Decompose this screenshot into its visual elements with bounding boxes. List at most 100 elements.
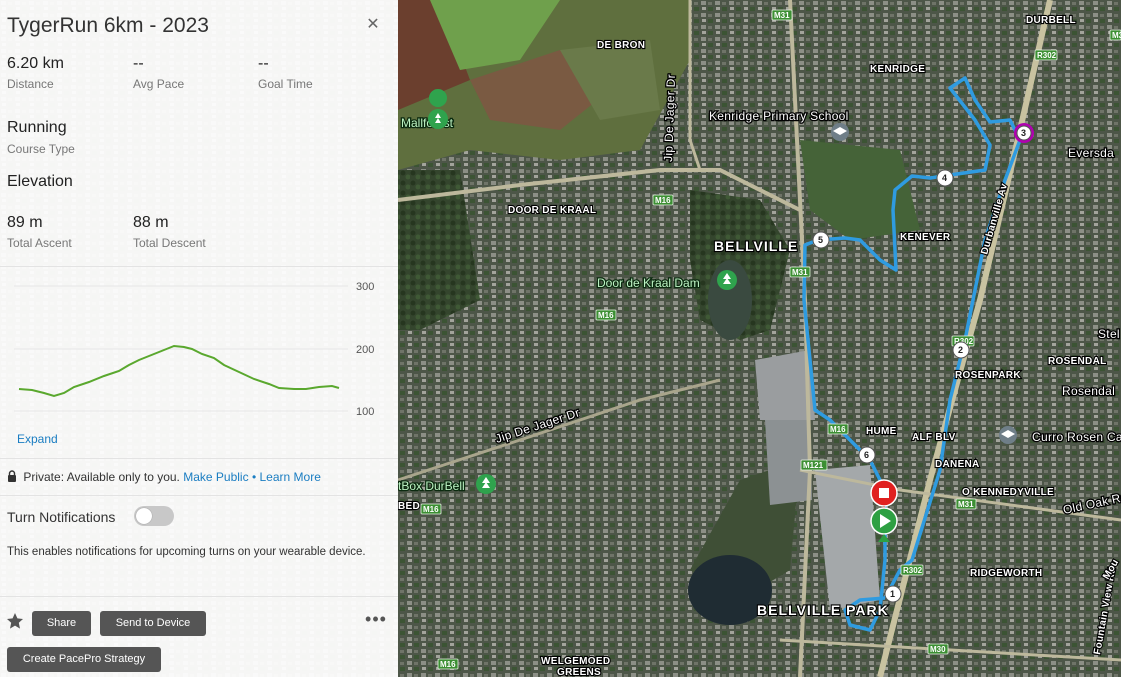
road-shield: M31 bbox=[789, 266, 811, 278]
notifications-toggle[interactable] bbox=[134, 506, 174, 526]
km-marker-4[interactable]: 4 bbox=[936, 169, 954, 187]
svg-text:4: 4 bbox=[942, 173, 947, 183]
map-label-durbell: DURBELL bbox=[1026, 15, 1076, 26]
svg-text:M31: M31 bbox=[958, 500, 974, 509]
map-label-curro: Curro Rosen Cas bbox=[1032, 430, 1121, 444]
svg-text:R302: R302 bbox=[903, 566, 923, 575]
svg-text:M16: M16 bbox=[440, 660, 456, 669]
map-label-dam: Door de Kraal Dam bbox=[597, 276, 700, 290]
road-shield: M16 bbox=[420, 503, 442, 515]
lock-icon bbox=[8, 470, 16, 482]
learn-more-link[interactable]: Learn More bbox=[259, 470, 321, 484]
km-marker-6[interactable]: 6 bbox=[858, 446, 876, 464]
road-shield: M16 bbox=[652, 194, 674, 206]
map-label-rosenpark: ROSENPARK bbox=[955, 370, 1021, 381]
elevation-line bbox=[18, 344, 340, 398]
map-label-debron: DE BRON bbox=[597, 40, 645, 51]
svg-text:M31: M31 bbox=[792, 268, 808, 277]
road-shield: M16 bbox=[437, 658, 459, 670]
share-button[interactable]: Share bbox=[32, 611, 91, 636]
dam-pin-icon[interactable] bbox=[717, 270, 737, 290]
stat-descent-value: 88 m bbox=[133, 214, 169, 231]
expand-link[interactable]: Expand bbox=[17, 432, 58, 446]
stat-goal-time: -- Goal Time bbox=[258, 55, 313, 91]
map-label-rosendal: ROSENDAL bbox=[1048, 356, 1107, 367]
make-public-link[interactable]: Make Public bbox=[183, 470, 249, 484]
divider bbox=[0, 495, 398, 496]
stat-ascent-label: Total Ascent bbox=[7, 236, 72, 250]
svg-text:R302: R302 bbox=[954, 337, 974, 346]
road-shield: M31 bbox=[771, 9, 793, 21]
stat-avg-pace: -- Avg Pace bbox=[133, 55, 184, 91]
close-icon[interactable]: ✕ bbox=[366, 16, 380, 33]
school-pin-icon[interactable] bbox=[831, 123, 849, 141]
create-pacepro-button[interactable]: Create PacePro Strategy bbox=[7, 647, 161, 672]
map-label-door-de-kraal: DOOR DE KRAAL bbox=[508, 205, 596, 216]
road-shield: M16 bbox=[827, 423, 849, 435]
stat-distance-label: Distance bbox=[7, 77, 54, 91]
notifications-description: This enables notifications for upcoming … bbox=[7, 546, 366, 558]
stat-avg-pace-label: Avg Pace bbox=[133, 77, 185, 91]
km-marker-5[interactable]: 5 bbox=[812, 231, 830, 249]
stat-ascent-value: 89 m bbox=[7, 214, 43, 231]
svg-text:M16: M16 bbox=[830, 425, 846, 434]
box-pin-icon[interactable] bbox=[476, 474, 496, 494]
course-type-value: Running bbox=[7, 119, 67, 136]
elevation-chart[interactable]: 300 200 100 bbox=[14, 276, 384, 416]
send-to-device-button[interactable]: Send to Device bbox=[100, 611, 206, 636]
road-shield: M16 bbox=[595, 309, 617, 321]
stat-distance-value: 6.20 km bbox=[7, 55, 64, 72]
km-marker-3[interactable]: 3 bbox=[1014, 123, 1034, 143]
svg-text:M121: M121 bbox=[803, 461, 824, 470]
map-label-hume: HUME bbox=[866, 426, 897, 437]
star-icon[interactable] bbox=[5, 611, 25, 631]
svg-text:3: 3 bbox=[1021, 128, 1026, 138]
divider bbox=[0, 596, 398, 597]
svg-text:M30: M30 bbox=[930, 645, 946, 654]
map-label-greens: GREENS bbox=[557, 667, 601, 677]
road-shield: M121 bbox=[800, 459, 828, 471]
elevation-tick-100: 100 bbox=[356, 406, 374, 416]
km-marker-2[interactable]: 2 bbox=[952, 341, 970, 359]
stat-distance: 6.20 km Distance bbox=[7, 55, 64, 91]
map-label-okennedyville: O KENNEDYVILLE bbox=[962, 487, 1054, 498]
map-label-jip-1: Jip De Jager Dr bbox=[661, 74, 678, 162]
svg-text:M31: M31 bbox=[1112, 31, 1121, 40]
course-type-label: Course Type bbox=[7, 142, 75, 156]
map-label-danena: DANENA bbox=[935, 459, 980, 470]
km-marker-1[interactable]: 1 bbox=[884, 585, 902, 603]
separator-dot: • bbox=[251, 470, 257, 484]
map-label-kenever: KENEVER bbox=[900, 232, 951, 243]
stat-goal-time-label: Goal Time bbox=[258, 77, 313, 91]
map-label-stel: Stel bbox=[1098, 327, 1120, 341]
svg-text:6: 6 bbox=[864, 450, 869, 460]
park-pin-icon[interactable] bbox=[428, 89, 448, 129]
stat-descent-label: Total Descent bbox=[133, 236, 206, 250]
map-label-alf-blv: ALF BLV bbox=[912, 432, 956, 443]
stat-total-ascent: 89 m Total Ascent bbox=[7, 214, 72, 250]
notifications-label: Turn Notifications bbox=[7, 509, 116, 525]
course-title: TygerRun 6km - 2023 bbox=[7, 14, 209, 37]
map-label-welgemoed: WELGEMOED bbox=[541, 656, 610, 667]
map-label-bellville: BELLVILLE bbox=[714, 238, 798, 254]
map-label-ridgeworth: RIDGEWORTH bbox=[970, 568, 1042, 579]
svg-text:M16: M16 bbox=[598, 311, 614, 320]
course-details-panel: TygerRun 6km - 2023 ✕ 6.20 km Distance -… bbox=[0, 0, 398, 677]
svg-text:R302: R302 bbox=[1037, 51, 1057, 60]
toggle-knob bbox=[136, 508, 152, 524]
svg-text:5: 5 bbox=[818, 235, 823, 245]
elevation-heading: Elevation bbox=[7, 173, 73, 190]
svg-text:1: 1 bbox=[890, 589, 895, 599]
svg-text:M16: M16 bbox=[655, 196, 671, 205]
school-pin-icon[interactable] bbox=[999, 426, 1017, 444]
map-label-bed: BED bbox=[398, 501, 420, 512]
road-shield: M31 bbox=[955, 498, 977, 510]
privacy-row: Private: Available only to you. Make Pub… bbox=[7, 470, 321, 484]
map-label-kenridge-school: Kenridge Primary School bbox=[709, 109, 849, 123]
start-marker-icon[interactable] bbox=[870, 507, 898, 542]
more-options-icon[interactable]: ••• bbox=[365, 609, 387, 629]
map-label-rosendal-2: Rosendal bbox=[1062, 384, 1115, 398]
svg-text:2: 2 bbox=[958, 345, 963, 355]
elevation-tick-200: 200 bbox=[356, 344, 374, 356]
elevation-tick-300: 300 bbox=[356, 281, 374, 293]
